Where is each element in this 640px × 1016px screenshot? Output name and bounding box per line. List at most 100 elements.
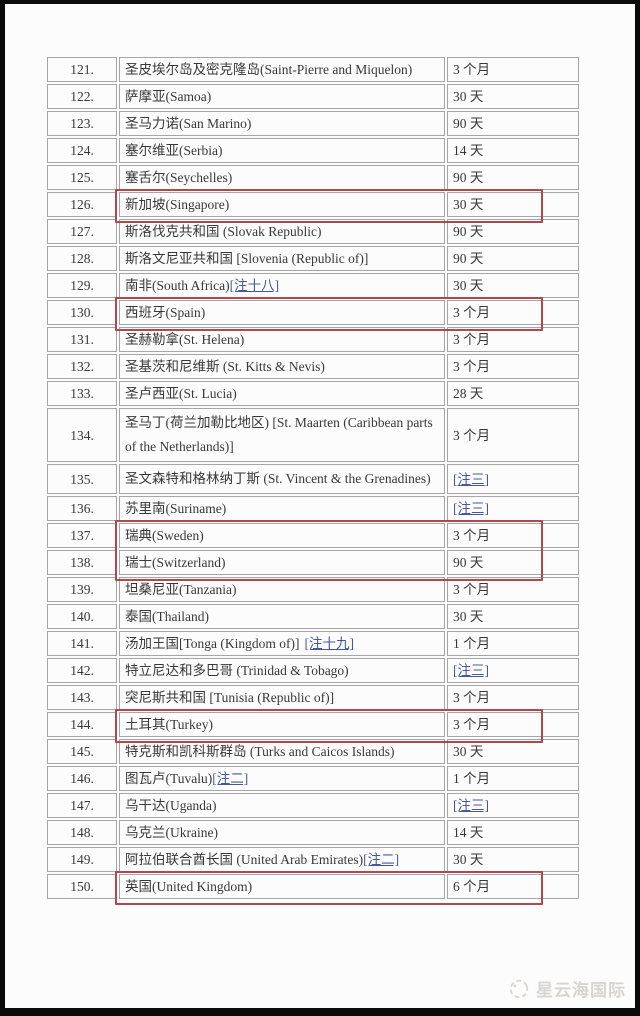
duration-cell: 90 天 bbox=[447, 550, 579, 575]
row-number-cell: 149. bbox=[47, 847, 117, 872]
duration-cell: 90 天 bbox=[447, 219, 579, 244]
country-cell: 塞舌尔(Seychelles) bbox=[119, 165, 445, 190]
table-row: 130. 西班牙(Spain) 3 个月 bbox=[47, 300, 579, 325]
country-name: 特立尼达和多巴哥 (Trinidad & Tobago) bbox=[125, 663, 349, 678]
row-number-cell: 133. bbox=[47, 381, 117, 406]
row-number-cell: 148. bbox=[47, 820, 117, 845]
visa-duration-table: 121. 圣皮埃尔岛及密克隆岛(Saint-Pierre and Miquelo… bbox=[45, 55, 581, 901]
duration-value: 14 天 bbox=[453, 825, 484, 840]
row-number-cell: 144. bbox=[47, 712, 117, 737]
row-number-cell: 122. bbox=[47, 84, 117, 109]
duration-cell: 30 天 bbox=[447, 84, 579, 109]
country-cell: 特立尼达和多巴哥 (Trinidad & Tobago) bbox=[119, 658, 445, 683]
duration-cell: 3 个月 bbox=[447, 327, 579, 352]
table-row: 121. 圣皮埃尔岛及密克隆岛(Saint-Pierre and Miquelo… bbox=[47, 57, 579, 82]
table-row: 128. 斯洛文尼亚共和国 [Slovenia (Republic of)] 9… bbox=[47, 246, 579, 271]
country-name: 乌克兰(Ukraine) bbox=[125, 825, 218, 840]
country-cell: 阿拉伯联合酋长国 (United Arab Emirates)[注二] bbox=[119, 847, 445, 872]
duration-value: 3 个月 bbox=[453, 62, 491, 77]
country-cell: 坦桑尼亚(Tanzania) bbox=[119, 577, 445, 602]
country-cell: 圣马力诺(San Marino) bbox=[119, 111, 445, 136]
duration-value: 3 个月 bbox=[453, 717, 491, 732]
row-number-cell: 145. bbox=[47, 739, 117, 764]
row-number-cell: 138. bbox=[47, 550, 117, 575]
country-name: 瑞典(Sweden) bbox=[125, 528, 204, 543]
duration-value: 6 个月 bbox=[453, 879, 491, 894]
duration-value: 30 天 bbox=[453, 278, 484, 293]
table-row: 122. 萨摩亚(Samoa) 30 天 bbox=[47, 84, 579, 109]
table-row: 147. 乌干达(Uganda) [注三] bbox=[47, 793, 579, 818]
country-name: 圣赫勒拿(St. Helena) bbox=[125, 332, 245, 347]
row-number-cell: 136. bbox=[47, 496, 117, 521]
country-name: 塞尔维亚(Serbia) bbox=[125, 143, 223, 158]
duration-cell: 3 个月 bbox=[447, 300, 579, 325]
country-name: 泰国(Thailand) bbox=[125, 609, 209, 624]
duration-value: 28 天 bbox=[453, 386, 484, 401]
duration-cell: 14 天 bbox=[447, 138, 579, 163]
row-number-cell: 123. bbox=[47, 111, 117, 136]
duration-cell: [注三] bbox=[447, 464, 579, 494]
country-name: 汤加王国[Tonga (Kingdom of)] bbox=[125, 636, 300, 651]
note-link[interactable]: [注二] bbox=[212, 771, 249, 786]
country-cell: 图瓦卢(Tuvalu)[注二] bbox=[119, 766, 445, 791]
country-cell: 圣赫勒拿(St. Helena) bbox=[119, 327, 445, 352]
watermark: 星云海国际 bbox=[508, 976, 626, 1001]
duration-cell: [注三] bbox=[447, 496, 579, 521]
table-row: 141. 汤加王国[Tonga (Kingdom of)] [注十九] 1 个月 bbox=[47, 631, 579, 656]
table-row: 127. 斯洛伐克共和国 (Slovak Republic) 90 天 bbox=[47, 219, 579, 244]
duration-value: 3 个月 bbox=[453, 582, 491, 597]
row-number-cell: 140. bbox=[47, 604, 117, 629]
table-row: 144. 土耳其(Turkey) 3 个月 bbox=[47, 712, 579, 737]
country-name: 特克斯和凯科斯群岛 (Turks and Caicos Islands) bbox=[125, 744, 395, 759]
duration-note-link[interactable]: [注三] bbox=[453, 663, 489, 678]
duration-cell: 30 天 bbox=[447, 273, 579, 298]
duration-cell: [注三] bbox=[447, 793, 579, 818]
duration-note-link[interactable]: [注三] bbox=[453, 501, 489, 516]
duration-cell: 3 个月 bbox=[447, 57, 579, 82]
row-number-cell: 127. bbox=[47, 219, 117, 244]
table-row: 150. 英国(United Kingdom) 6 个月 bbox=[47, 874, 579, 899]
row-number-cell: 146. bbox=[47, 766, 117, 791]
country-name: 苏里南(Suriname) bbox=[125, 501, 227, 516]
duration-value: 30 天 bbox=[453, 197, 484, 212]
duration-value: 90 天 bbox=[453, 170, 484, 185]
watermark-text: 星云海国际 bbox=[536, 981, 626, 1000]
duration-cell: 1 个月 bbox=[447, 631, 579, 656]
duration-cell: 1 个月 bbox=[447, 766, 579, 791]
country-cell: 圣皮埃尔岛及密克隆岛(Saint-Pierre and Miquelon) bbox=[119, 57, 445, 82]
table-row: 131. 圣赫勒拿(St. Helena) 3 个月 bbox=[47, 327, 579, 352]
duration-cell: 90 天 bbox=[447, 111, 579, 136]
duration-value: 3 个月 bbox=[453, 528, 491, 543]
note-link[interactable]: [注十八] bbox=[229, 278, 280, 293]
duration-cell: 14 天 bbox=[447, 820, 579, 845]
country-name: 南非(South Africa) bbox=[125, 278, 230, 293]
row-number-cell: 139. bbox=[47, 577, 117, 602]
country-cell: 乌干达(Uganda) bbox=[119, 793, 445, 818]
duration-cell: 90 天 bbox=[447, 165, 579, 190]
row-number-cell: 135. bbox=[47, 464, 117, 494]
note-link[interactable]: [注十九] bbox=[304, 636, 355, 651]
table-row: 129. 南非(South Africa)[注十八] 30 天 bbox=[47, 273, 579, 298]
duration-note-link[interactable]: [注三] bbox=[453, 798, 489, 813]
watermark-logo-icon bbox=[508, 978, 530, 1000]
country-cell: 圣马丁(荷兰加勒比地区) [St. Maarten (Caribbean par… bbox=[119, 408, 445, 462]
country-name: 萨摩亚(Samoa) bbox=[125, 89, 212, 104]
duration-cell: 28 天 bbox=[447, 381, 579, 406]
country-cell: 萨摩亚(Samoa) bbox=[119, 84, 445, 109]
table-row: 137. 瑞典(Sweden) 3 个月 bbox=[47, 523, 579, 548]
duration-cell: 3 个月 bbox=[447, 354, 579, 379]
country-cell: 特克斯和凯科斯群岛 (Turks and Caicos Islands) bbox=[119, 739, 445, 764]
row-number-cell: 143. bbox=[47, 685, 117, 710]
row-number-cell: 142. bbox=[47, 658, 117, 683]
table-row: 143. 突尼斯共和国 [Tunisia (Republic of)] 3 个月 bbox=[47, 685, 579, 710]
table-row: 136. 苏里南(Suriname) [注三] bbox=[47, 496, 579, 521]
duration-cell: 30 天 bbox=[447, 739, 579, 764]
duration-cell: [注三] bbox=[447, 658, 579, 683]
country-cell: 塞尔维亚(Serbia) bbox=[119, 138, 445, 163]
country-name: 圣基茨和尼维斯 (St. Kitts & Nevis) bbox=[125, 359, 325, 374]
duration-note-link[interactable]: [注三] bbox=[453, 471, 489, 487]
country-cell: 土耳其(Turkey) bbox=[119, 712, 445, 737]
note-link[interactable]: [注二] bbox=[363, 852, 400, 867]
country-name: 乌干达(Uganda) bbox=[125, 798, 217, 813]
